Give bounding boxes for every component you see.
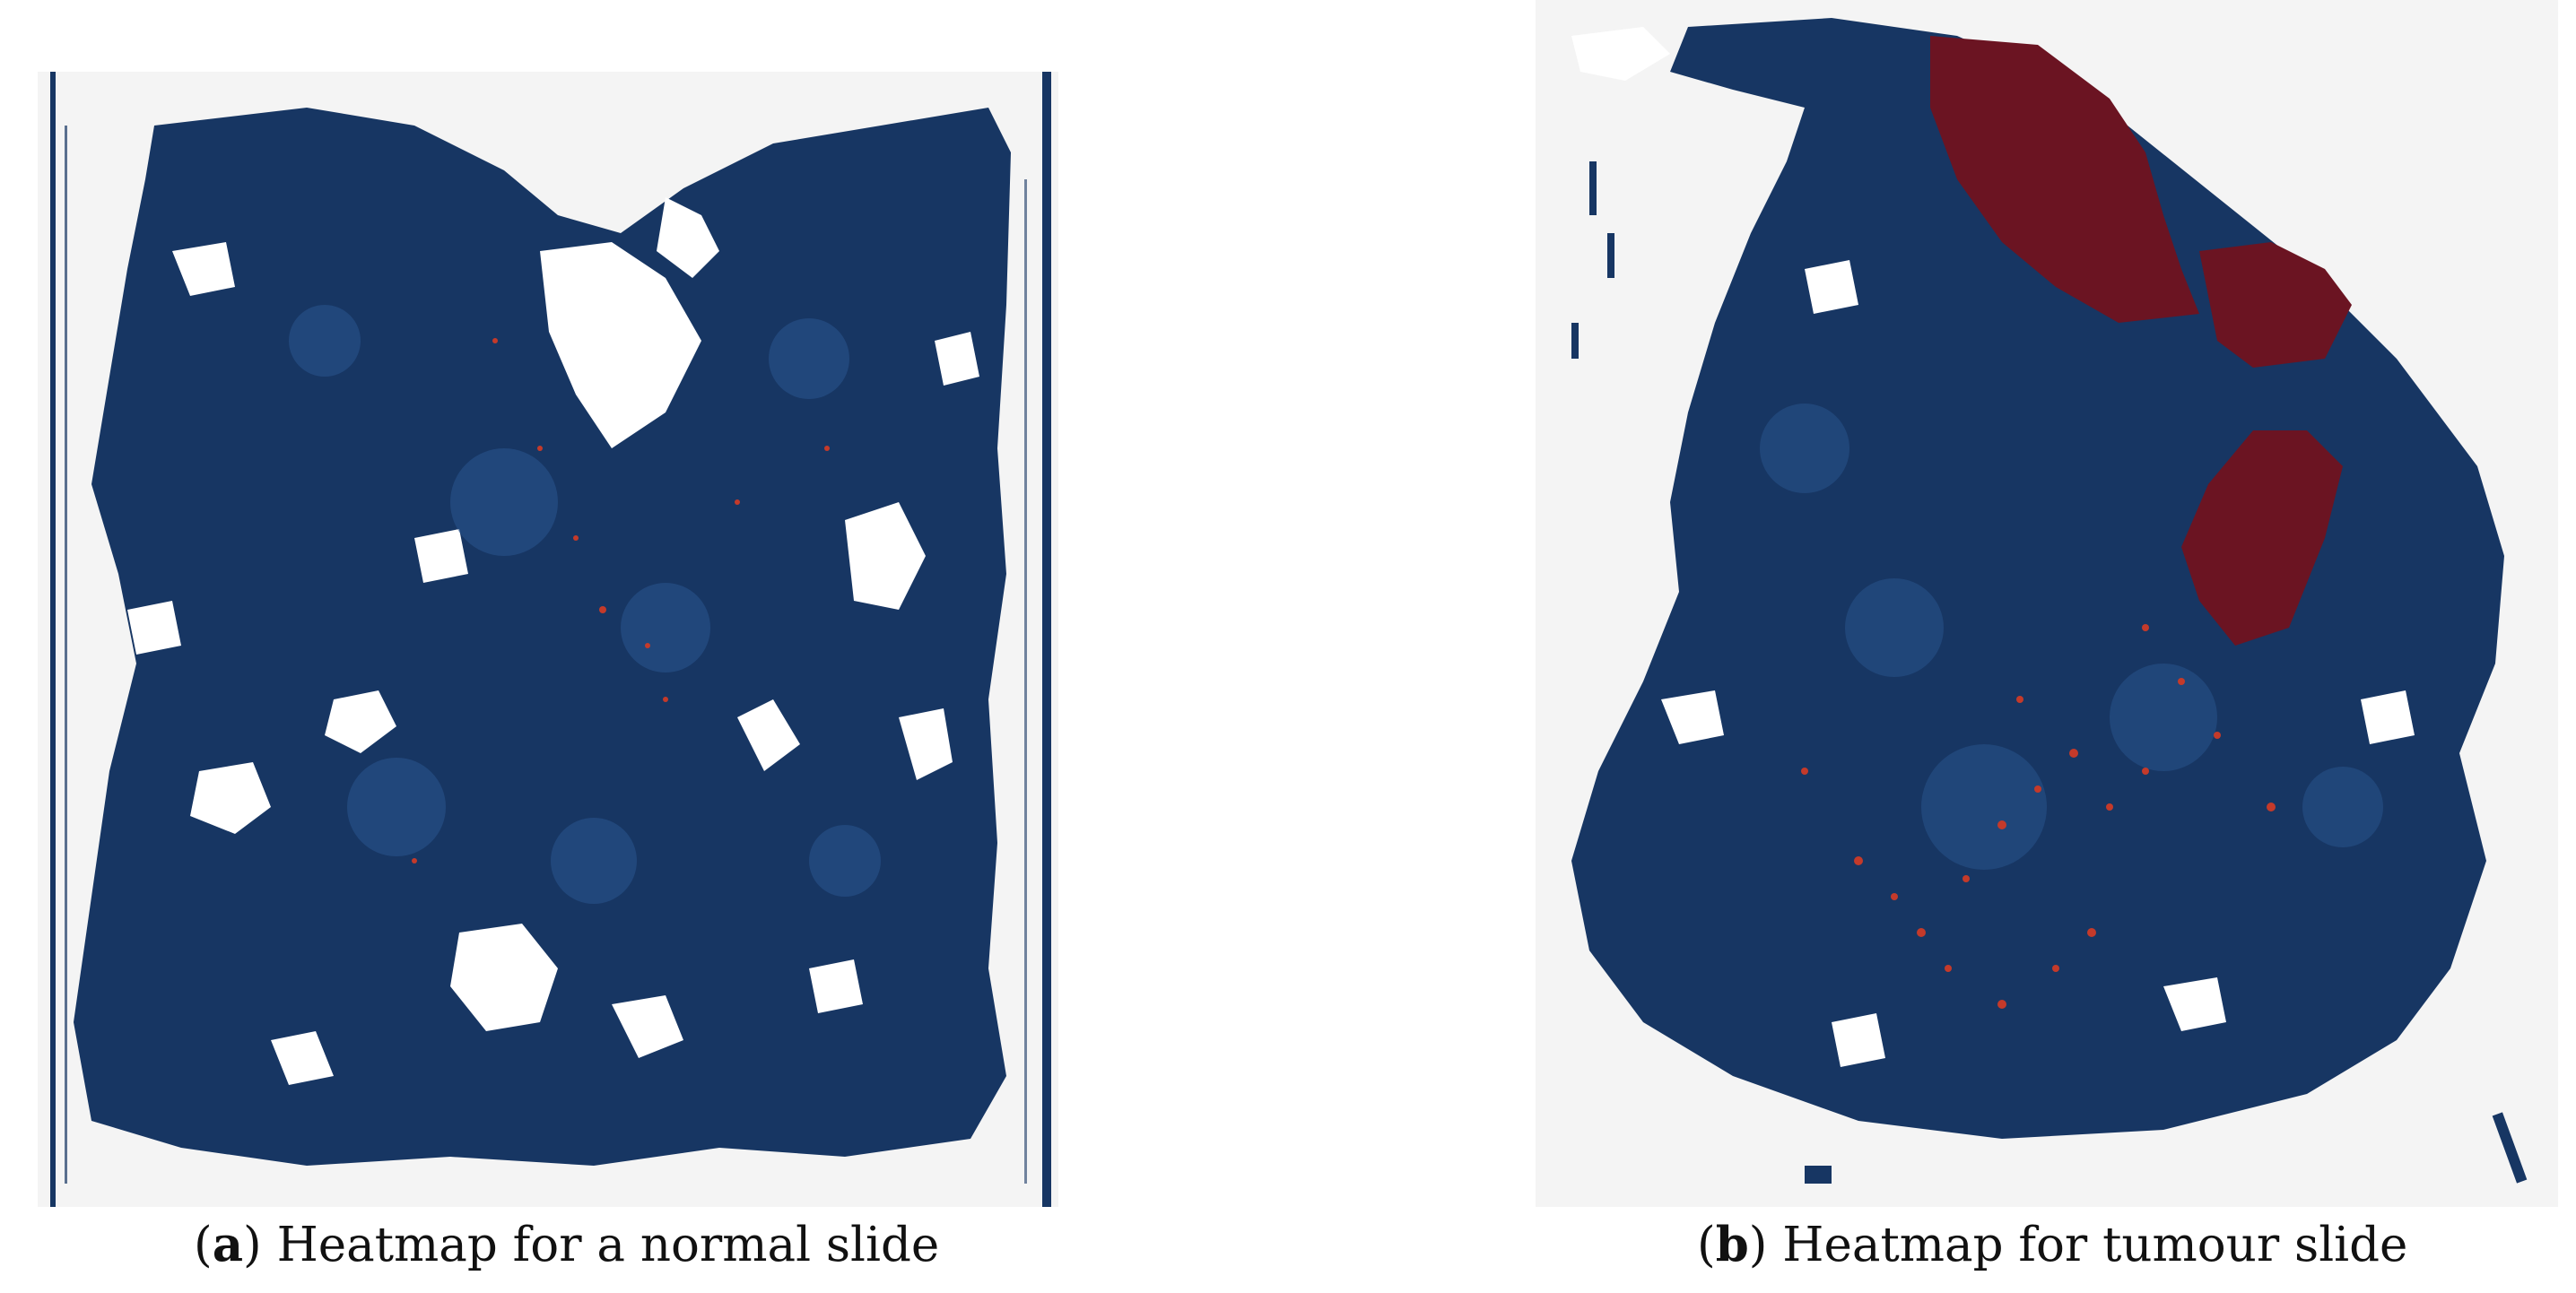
slide-edge-left-inner <box>65 126 67 1184</box>
slide-debris <box>1571 161 2528 1184</box>
caption-a-label: a <box>212 1217 244 1272</box>
tissue-gaps <box>1571 27 2415 1067</box>
caption-b-text: Heatmap for tumour slide <box>1767 1218 2408 1272</box>
tissue-texture <box>1760 404 2383 870</box>
heatmap-tumour-slide <box>1536 0 2558 1207</box>
caption-a-close: ) <box>243 1218 262 1272</box>
caption-a: (a) Heatmap for a normal slide <box>194 1218 940 1272</box>
caption-a-text: Heatmap for a normal slide <box>261 1218 940 1272</box>
caption-b: (b) Heatmap for tumour slide <box>1697 1218 2408 1272</box>
slide-edge-left <box>50 72 56 1207</box>
slide-edge-right <box>1042 72 1051 1207</box>
caption-a-open: ( <box>194 1218 213 1272</box>
heatmap-normal-canvas <box>38 72 1058 1207</box>
tumour-regions <box>1930 36 2352 646</box>
tumour-region-lower <box>2181 430 2343 646</box>
caption-b-open: ( <box>1697 1218 1716 1272</box>
tissue-texture <box>289 305 881 904</box>
caption-b-close: ) <box>1748 1218 1768 1272</box>
caption-b-label: b <box>1715 1217 1749 1272</box>
tissue-gaps <box>127 197 979 1085</box>
heatmap-tumour-canvas <box>1536 0 2558 1207</box>
heatmap-normal-slide <box>38 72 1058 1207</box>
slide-edge-right-inner <box>1024 179 1027 1184</box>
tumour-region-middle <box>2199 242 2352 368</box>
scattered-hotspots <box>1801 624 2276 1009</box>
sparse-hotspots <box>412 338 830 863</box>
tumour-region-upper <box>1930 36 2199 323</box>
